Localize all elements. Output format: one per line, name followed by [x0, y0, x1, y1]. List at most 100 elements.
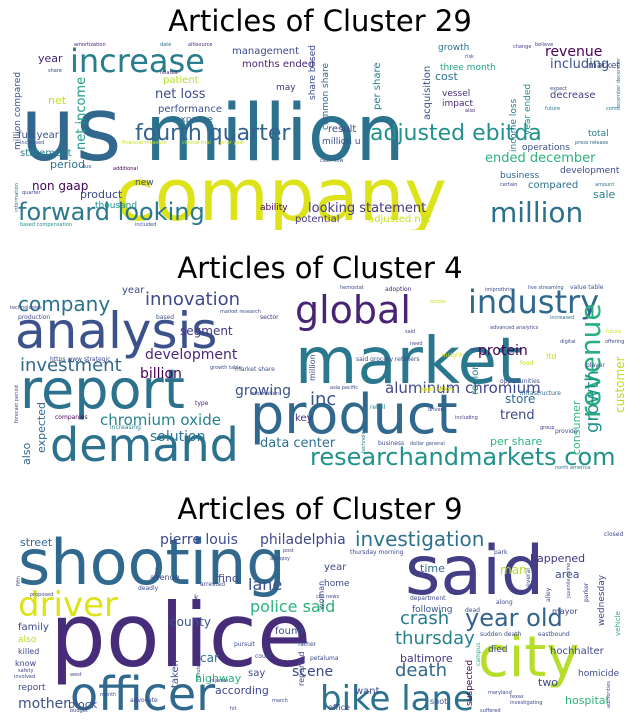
cloud-word: rest: [470, 347, 480, 353]
cloud-word: full year: [18, 130, 60, 141]
cloud-word: alley: [545, 587, 552, 602]
cloud-word: chromium oxide: [100, 411, 221, 429]
cloud-word: believe: [535, 42, 553, 48]
cloud-word: patient: [163, 75, 199, 86]
cloud-word: pursuit: [234, 641, 256, 648]
cloud-word: trend: [500, 408, 535, 423]
cloud-word: forecast period: [14, 385, 20, 423]
cloud-word: block: [68, 698, 98, 711]
cloud-word: sudden death: [480, 631, 521, 638]
word-cloud-canvas: market analysis product report demand gl…: [10, 283, 627, 472]
cloud-word: investigation: [355, 527, 484, 551]
word-cloud: market analysis product report demand gl…: [10, 283, 630, 473]
cloud-word: authorities: [606, 681, 612, 708]
cloud-word: cbs news: [316, 594, 339, 600]
cloud-word: operations: [522, 143, 570, 153]
cloud-word: minutes: [196, 661, 202, 682]
cloud-word: three month: [440, 63, 496, 73]
cloud-word: hemostat: [340, 285, 364, 291]
cloud-word: demand: [50, 418, 239, 472]
cloud-word: business: [500, 171, 540, 181]
cloud-word: cost: [435, 70, 459, 83]
cloud-word: advanced analytics: [490, 325, 539, 331]
cloud-word: lane: [248, 575, 282, 594]
cloud-word: solution: [150, 429, 205, 445]
cloud-word: shooting: [18, 526, 286, 599]
cloud-word: driven: [428, 407, 444, 413]
cloud-word: expect: [550, 86, 567, 92]
cloud-word: vessel: [442, 89, 470, 99]
cloud-word: man: [500, 563, 527, 577]
cloud-word: hospital: [565, 694, 609, 707]
cloud-word: avenue: [150, 573, 180, 582]
cloud-word: due: [82, 164, 91, 170]
cloud-word: months ended: [242, 59, 314, 70]
cloud-word: clinical trial: [182, 140, 211, 146]
cloud-word: inc: [310, 389, 336, 410]
panel-title: Articles of Cluster 9: [177, 492, 463, 526]
cloud-word: type: [195, 400, 209, 407]
cloud-word: million: [308, 354, 317, 381]
cloud-word: increased: [20, 140, 44, 146]
cloud-word: food: [520, 360, 533, 367]
cloud-word: https www strategic: [50, 356, 110, 363]
cloud-word: said grocery retailers: [356, 356, 420, 363]
cloud-word: may: [276, 83, 296, 93]
cloud-word: net: [48, 94, 67, 107]
cloud-word: result: [328, 124, 356, 135]
cloud-word: pierre louis: [160, 532, 238, 548]
cloud-word: information: [14, 183, 20, 212]
cloud-word: certain: [500, 182, 517, 188]
cloud-word: philadelphia: [260, 532, 346, 548]
cloud-word: city: [478, 625, 579, 690]
cloud-word: product: [80, 188, 123, 201]
cloud-word: value table: [570, 284, 604, 291]
cloud-word: press release: [575, 140, 608, 146]
cloud-word: analysis: [15, 302, 217, 360]
cloud-word: including: [550, 57, 609, 72]
cloud-word: highway: [195, 672, 242, 685]
cloud-word: altisource: [188, 42, 212, 48]
cloud-word: asia pacific: [330, 385, 358, 391]
cloud-word: cash flow: [320, 158, 343, 164]
cloud-word: hochhalter: [550, 646, 605, 657]
cloud-word: suspected: [465, 660, 475, 706]
cloud-word: forward looking: [18, 198, 205, 226]
cloud-word: high: [440, 386, 453, 393]
cloud-word: revenue: [545, 44, 602, 60]
cloud-word: live streaming: [528, 285, 564, 291]
cloud-word: fourth quarter: [135, 121, 291, 146]
cloud-word: looking statement: [308, 201, 426, 216]
cloud-word: arrested: [200, 581, 225, 588]
cloud-word: development: [560, 166, 620, 176]
cloud-word: department: [410, 595, 446, 602]
cloud-word: texas: [510, 694, 524, 700]
cloud-word: sale: [593, 188, 616, 201]
cloud-word: petaluma: [310, 655, 339, 662]
cloud-word: know: [15, 659, 37, 668]
cloud-word: north america: [555, 465, 590, 471]
cloud-word: prior year: [220, 140, 245, 146]
cloud-word: safety: [18, 668, 33, 674]
cloud-word: company: [115, 153, 447, 230]
cloud-word: need: [410, 341, 423, 347]
cloud-word: also: [20, 442, 33, 465]
cloud-word: period: [50, 158, 85, 171]
cloud-word: market: [588, 61, 620, 71]
cloud-word: car: [200, 651, 219, 665]
cloud-word: additional: [113, 166, 138, 172]
cloud-word: maryland: [488, 690, 512, 696]
cloud-word: campus: [475, 642, 482, 666]
cloud-word: com: [606, 106, 617, 112]
cloud-word: including: [455, 415, 478, 421]
cloud-word: suffered: [480, 708, 501, 714]
cloud-word: share: [48, 68, 62, 74]
cloud-word: homicide: [578, 669, 620, 679]
cloud-word: vehicle: [614, 611, 622, 636]
cloud-word: key: [295, 413, 313, 424]
cloud-word: juvenile crime: [566, 563, 572, 599]
cloud-word: fifth: [16, 576, 22, 586]
cloud-word: management: [232, 46, 299, 57]
cloud-word: two: [538, 676, 558, 689]
cloud-word: market research: [220, 309, 261, 315]
